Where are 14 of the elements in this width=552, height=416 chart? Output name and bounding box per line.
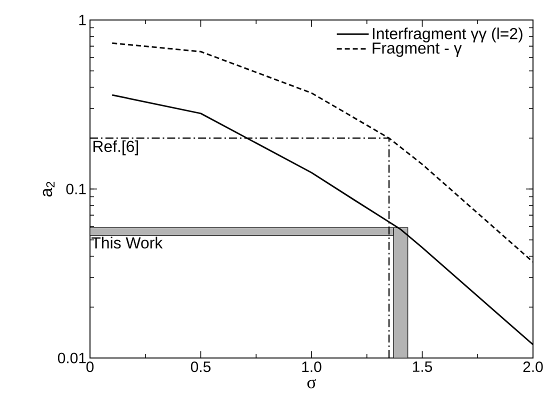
y-axis-title: a$_{2}$ <box>42 182 55 197</box>
legend-label: Fragment - γ <box>372 42 462 57</box>
y-tick-label: 1 <box>79 14 86 26</box>
x-tick-label: 0 <box>86 362 94 372</box>
x-axis-title: σ <box>307 378 316 388</box>
x-tick-label: 0.5 <box>190 362 211 372</box>
y-tick-label: 0.01 <box>58 352 86 364</box>
legend-label: Interfragment γγ (l=2) <box>372 28 522 42</box>
x-tick-label: 2.0 <box>523 362 543 372</box>
band-label: This Work <box>92 236 163 249</box>
ref-line-label: Ref.[6] <box>94 140 138 156</box>
x-tick-label: 1.0 <box>302 362 322 372</box>
x-tick-label: 1.5 <box>413 362 432 372</box>
y-tick-label: 0.1 <box>66 184 86 194</box>
